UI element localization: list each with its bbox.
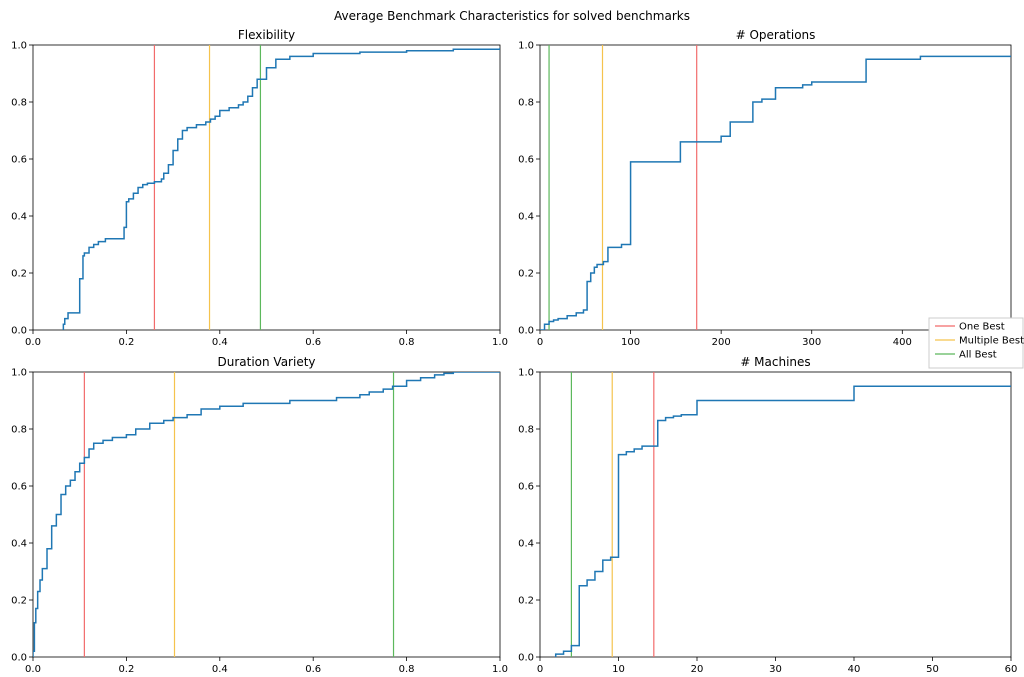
machines-xtick-label: 20 bbox=[691, 664, 704, 675]
operations-ytick-label: 0.0 bbox=[518, 326, 534, 337]
operations-ytick-label: 0.2 bbox=[518, 269, 534, 280]
machines-ytick-label: 0.2 bbox=[518, 596, 534, 607]
operations-xtick-label: 400 bbox=[893, 337, 912, 348]
operations-xtick-label: 100 bbox=[621, 337, 640, 348]
flexibility-title: Flexibility bbox=[238, 28, 295, 42]
machines-axes-frame bbox=[539, 371, 1012, 658]
operations-ecdf-line bbox=[540, 55, 1011, 330]
operations-xtick-label: 0 bbox=[537, 337, 543, 348]
flexibility-xtick-label: 0.4 bbox=[212, 337, 228, 348]
duration-variety-ytick-label: 0.0 bbox=[11, 653, 27, 664]
legend: One Best Multiple Best All Best bbox=[928, 317, 1024, 369]
duration-variety-ytick-label: 1.0 bbox=[11, 368, 27, 379]
machines-ecdf-line bbox=[554, 385, 1011, 657]
duration-variety-ytick-label: 0.8 bbox=[11, 425, 27, 436]
panel-operations: # Operations 0 100 200 300 400 0.0 0.2 0.4 0.6 0.8… bbox=[518, 28, 1012, 348]
legend-label-multiple-best: Multiple Best bbox=[959, 336, 1024, 347]
duration-variety-axes-frame bbox=[32, 371, 501, 658]
duration-variety-title: Duration Variety bbox=[217, 355, 315, 369]
duration-variety-ytick-label: 0.6 bbox=[11, 482, 27, 493]
machines-xtick-label: 40 bbox=[848, 664, 861, 675]
operations-ytick-label: 0.4 bbox=[518, 212, 534, 223]
operations-axes-frame bbox=[539, 44, 1012, 331]
panel-duration-variety: Duration Variety 0.0 0.2 0.4 0.6 0.8 1.0 0.0 0.2… bbox=[11, 355, 508, 675]
machines-xtick-label: 50 bbox=[926, 664, 939, 675]
flexibility-ytick-label: 0.2 bbox=[11, 269, 27, 280]
operations-title: # Operations bbox=[736, 28, 816, 42]
figure-title: Average Benchmark Characteristics for so… bbox=[334, 9, 690, 23]
machines-ytick-label: 0.6 bbox=[518, 482, 534, 493]
duration-variety-xtick-label: 0.0 bbox=[25, 664, 41, 675]
duration-variety-xtick-label: 0.2 bbox=[118, 664, 134, 675]
duration-variety-xtick-label: 0.4 bbox=[212, 664, 228, 675]
duration-variety-ytick-label: 0.2 bbox=[11, 596, 27, 607]
machines-xtick-label: 10 bbox=[612, 664, 625, 675]
duration-variety-xtick-label: 1.0 bbox=[492, 664, 508, 675]
operations-ytick-label: 0.6 bbox=[518, 155, 534, 166]
flexibility-ytick-label: 0.6 bbox=[11, 155, 27, 166]
duration-variety-xtick-label: 0.8 bbox=[399, 664, 415, 675]
flexibility-ytick-label: 0.8 bbox=[11, 98, 27, 109]
operations-xtick-label: 200 bbox=[712, 337, 731, 348]
machines-ytick-label: 0.0 bbox=[518, 653, 534, 664]
machines-xtick-label: 0 bbox=[537, 664, 543, 675]
flexibility-ecdf-line bbox=[62, 47, 500, 330]
machines-xtick-label: 60 bbox=[1005, 664, 1018, 675]
flexibility-ytick-label: 0.4 bbox=[11, 212, 27, 223]
operations-xtick-label: 300 bbox=[802, 337, 821, 348]
machines-xtick-label: 30 bbox=[769, 664, 782, 675]
operations-ytick-label: 0.8 bbox=[518, 98, 534, 109]
flexibility-axes-frame bbox=[32, 44, 501, 331]
flexibility-xtick-label: 1.0 bbox=[492, 337, 508, 348]
flexibility-ytick-label: 0.0 bbox=[11, 326, 27, 337]
legend-label-all-best: All Best bbox=[959, 350, 997, 361]
operations-ytick-label: 1.0 bbox=[518, 41, 534, 52]
machines-title: # Machines bbox=[740, 355, 810, 369]
flexibility-xtick-label: 0.8 bbox=[399, 337, 415, 348]
legend-label-one-best: One Best bbox=[959, 322, 1005, 333]
duration-variety-xtick-label: 0.6 bbox=[305, 664, 321, 675]
flexibility-ytick-label: 1.0 bbox=[11, 41, 27, 52]
duration-variety-ytick-label: 0.4 bbox=[11, 539, 27, 550]
machines-ytick-label: 1.0 bbox=[518, 368, 534, 379]
duration-variety-ecdf-line bbox=[33, 372, 500, 657]
panel-machines: # Machines 0 10 20 30 40 50 60 0.0 0.2 0.4 0.6 0.8 1.… bbox=[518, 355, 1017, 675]
flexibility-xtick-label: 0.2 bbox=[118, 337, 134, 348]
machines-ytick-label: 0.8 bbox=[518, 425, 534, 436]
panel-flexibility: Flexibility 0.0 0.2 0.4 0.6 0.8 1.0 0.0 0.2 0.4 0.… bbox=[11, 28, 508, 348]
machines-ytick-label: 0.4 bbox=[518, 539, 534, 550]
flexibility-xtick-label: 0.0 bbox=[25, 337, 41, 348]
flexibility-xtick-label: 0.6 bbox=[305, 337, 321, 348]
